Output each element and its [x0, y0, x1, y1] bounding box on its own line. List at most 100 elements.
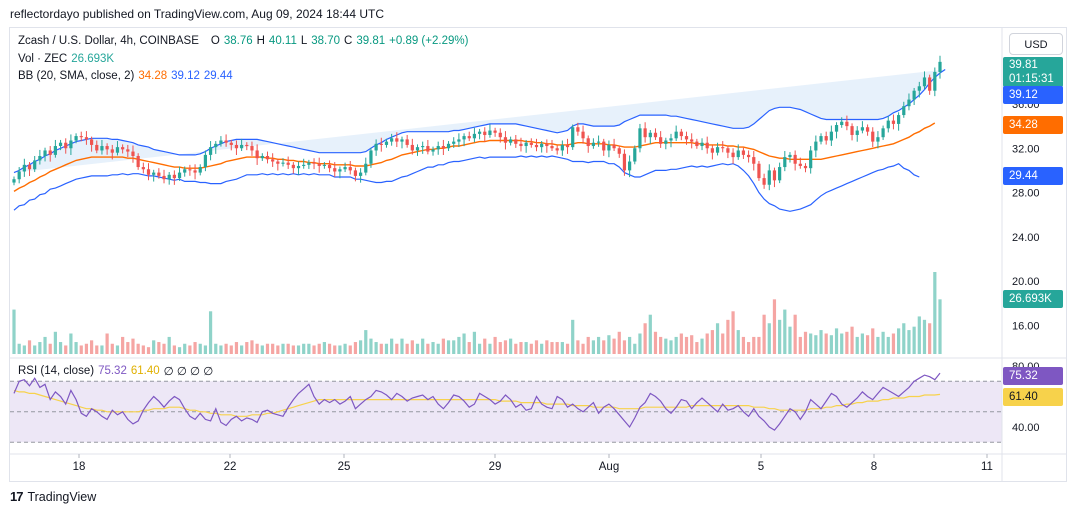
volume-bar	[400, 338, 404, 354]
volume-bar	[705, 333, 709, 354]
candle-body	[565, 144, 570, 148]
bb-upper-value: 39.12	[171, 70, 200, 82]
candle-body	[214, 143, 218, 148]
volume-bar	[302, 343, 306, 354]
volume-bar	[638, 333, 642, 354]
bb-legend[interactable]: BB (20, SMA, close, 2) 34.28 39.12 29.44	[18, 70, 233, 82]
candle-body	[271, 159, 275, 162]
time-tick-label: 29	[489, 461, 502, 473]
volume-bar	[788, 326, 792, 354]
candle-body	[74, 136, 78, 141]
volume-bar	[441, 338, 445, 354]
volume-bar	[177, 347, 182, 354]
volume-bar	[136, 343, 140, 354]
candle-body	[322, 164, 326, 166]
candle-body	[798, 163, 802, 166]
volume-bar	[519, 342, 523, 354]
candle-body	[431, 149, 435, 152]
candle-body	[369, 150, 373, 164]
volume-bar	[902, 323, 906, 354]
candle-body	[467, 136, 471, 139]
candle-body	[938, 61, 942, 72]
volume-bar	[581, 343, 585, 354]
volume-bar	[762, 314, 766, 354]
volume-bar	[467, 342, 471, 354]
candle-body	[622, 153, 627, 171]
symbol-legend[interactable]: Zcash / U.S. Dollar, 4h, COINBASE O 38.76…	[18, 35, 468, 47]
volume-bar	[803, 331, 808, 354]
price-tick-label: 28.00	[1012, 188, 1040, 200]
close-value: 39.81	[356, 35, 386, 47]
volume-legend[interactable]: Vol · ZEC 26.693K	[18, 53, 114, 65]
candle-body	[136, 155, 140, 168]
volume-bar	[664, 338, 668, 354]
rsi-legend[interactable]: RSI (14, close) 75.32 61.40 ∅ ∅ ∅ ∅	[18, 364, 213, 378]
volume-bar	[390, 338, 394, 354]
rsi-ma-tag: 61.40	[1003, 388, 1063, 406]
rsi-label: RSI (14, close)	[18, 365, 95, 377]
volume-bar	[917, 316, 921, 354]
volume-bar	[576, 340, 580, 354]
volume-bar	[472, 331, 477, 354]
candle-body	[643, 128, 647, 138]
volume-bar	[48, 343, 52, 354]
candle-body	[302, 164, 306, 166]
volume-bar	[912, 326, 916, 354]
volume-bar	[778, 319, 782, 354]
volume-bar	[333, 345, 337, 354]
candle-body	[379, 143, 383, 145]
chart-frame	[9, 27, 1067, 482]
candle-body	[581, 131, 585, 139]
candle-body	[715, 147, 720, 153]
candle-body	[457, 139, 461, 142]
candle-body	[286, 162, 290, 165]
candle-body	[426, 146, 430, 152]
candle-body	[617, 148, 621, 154]
candle-body	[819, 136, 823, 142]
volume-bar	[74, 342, 78, 354]
volume-bar	[327, 343, 332, 354]
bb-lower-value: 29.44	[203, 70, 233, 82]
candle-body	[488, 130, 492, 135]
candle-body	[410, 144, 414, 151]
candle-body	[38, 155, 42, 161]
volume-bar	[633, 343, 637, 354]
candle-body	[338, 169, 342, 172]
low-value: 38.70	[311, 35, 341, 47]
candle-body	[897, 115, 901, 124]
price-tick-label: 32.00	[1012, 143, 1040, 155]
candle-body	[690, 139, 694, 142]
volume-bar	[410, 340, 414, 354]
candle-body	[327, 164, 332, 169]
bb-upper-tag: 39.12	[1003, 86, 1063, 104]
volume-bar	[752, 336, 756, 354]
footer-brand[interactable]: 17 TradingView	[10, 489, 96, 504]
volume-value: 26.693K	[71, 53, 115, 65]
low-label: L	[300, 35, 308, 47]
volume-bar	[524, 342, 528, 354]
candle-body	[855, 130, 859, 135]
candle-body	[157, 172, 161, 176]
currency-button[interactable]: USD	[1009, 33, 1063, 55]
tradingview-logo-icon: 17	[10, 489, 24, 504]
candle-body	[131, 151, 135, 156]
rsi-value: 75.32	[98, 365, 127, 377]
last-price-value: 39.81	[1009, 59, 1038, 71]
volume-bar	[648, 314, 652, 354]
volume-bar	[534, 340, 539, 354]
volume-bar	[819, 330, 823, 354]
volume-bar	[405, 343, 409, 354]
volume-bar	[897, 328, 901, 354]
candle-body	[265, 155, 270, 160]
candle-body	[845, 121, 849, 127]
candle-body	[110, 149, 114, 153]
volume-bar	[446, 340, 451, 354]
time-tick-label: Aug	[599, 461, 619, 473]
time-tick-label: 5	[758, 461, 764, 473]
candle-body	[700, 142, 704, 147]
volume-bar	[64, 345, 68, 354]
volume-bar	[586, 336, 590, 354]
bb-upper-line	[13, 69, 946, 174]
volume-bar	[503, 340, 508, 354]
